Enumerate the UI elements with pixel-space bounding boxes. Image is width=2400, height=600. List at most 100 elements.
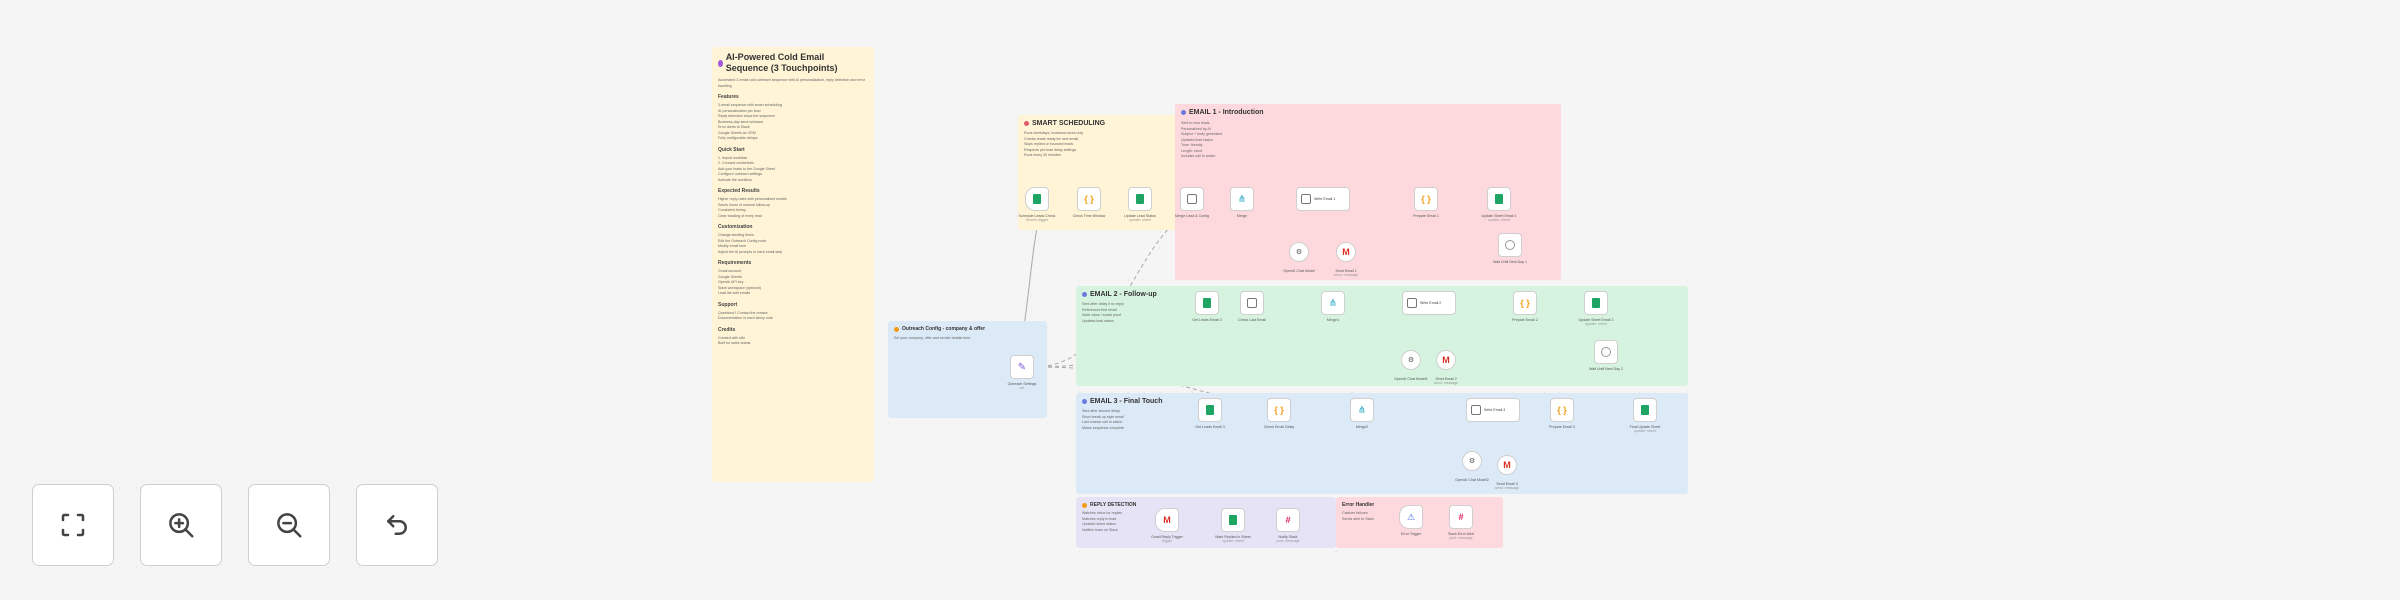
config-title: Outreach Config - company & offer — [902, 326, 986, 332]
sticky-note-reply-detection[interactable]: REPLY DETECTION Watches inbox for replie… — [1076, 497, 1336, 548]
section-line: Gmail account — [718, 269, 741, 273]
email2-title: EMAIL 2 - Follow-up — [1090, 291, 1157, 298]
workflow-node[interactable]: { } Check Email Delay — [1264, 398, 1294, 429]
undo-button[interactable] — [356, 484, 438, 566]
zoom-out-button[interactable] — [248, 484, 330, 566]
node-label: Merge Lead & Config — [1175, 214, 1209, 218]
workflow-node[interactable]: Final Update Sheet update: sheet — [1630, 398, 1660, 433]
section-line: AI personalization per lead — [718, 108, 761, 113]
openai-icon: ⚙ — [1468, 458, 1476, 465]
node-label: Slack Error Alert — [1448, 532, 1474, 536]
workflow-node[interactable]: { } Prepare Email 1 — [1413, 187, 1439, 218]
note-line: Adds value / social proof — [1082, 313, 1122, 317]
workflow-node[interactable]: M Gmail Reply Trigger trigger — [1151, 508, 1183, 543]
section-line: Edit the Outreach Config node — [718, 238, 767, 243]
node-label: Schedule Leads Check — [1018, 214, 1056, 218]
node-label: Check Last Email — [1238, 318, 1266, 322]
workflow-node[interactable]: Wait Until Next Day 1 — [1493, 233, 1527, 264]
node-label: OpenAI Chat Model1 — [1394, 377, 1428, 381]
workflow-node[interactable]: { } Check Time Window — [1073, 187, 1105, 218]
workflow-node[interactable]: ⋔ Merge1 — [1321, 291, 1345, 322]
sticky-note-smart-scheduling[interactable]: SMART SCHEDULING Runs weekdays, business… — [1018, 115, 1178, 230]
pencil-icon — [894, 326, 899, 332]
node-label: Gmail Reply Trigger — [1151, 535, 1183, 539]
workflow-node[interactable]: Write Email 3 — [1466, 398, 1520, 422]
workflow-node[interactable]: M Send Email 1 send: message — [1334, 242, 1358, 277]
workflow-node[interactable]: Update Sheet Email 1 update: sheet — [1482, 187, 1516, 222]
workflow-node[interactable]: { } Prepare Email 3 — [1549, 398, 1575, 429]
workflow-node[interactable]: ⚙ OpenAI Chat Model2 — [1455, 451, 1489, 482]
node-label: Prepare Email 3 — [1549, 425, 1575, 429]
workflow-node[interactable]: Schedule Leads Check Sheets trigger — [1019, 187, 1055, 222]
node-label: Prepare Email 1 — [1413, 214, 1439, 218]
section-line: Created with n8n — [718, 335, 746, 340]
zoom-in-button[interactable] — [140, 484, 222, 566]
workflow-node[interactable]: ⋔ Merge — [1230, 187, 1254, 218]
section-line: Built for sales teams — [718, 341, 751, 345]
workflow-node[interactable]: ✎ Outreach Settings set — [1008, 355, 1036, 390]
workflow-node[interactable]: ⋔ Merge2 — [1350, 398, 1374, 429]
node-label: Get Leads Email 3 — [1195, 425, 1225, 429]
workflow-node[interactable]: Merge Lead & Config — [1175, 187, 1209, 218]
workflow-node[interactable]: ⚙ OpenAI Chat Model — [1283, 242, 1315, 273]
workflow-node[interactable]: M Send Email 3 send: message — [1495, 455, 1519, 490]
node-label: Mark Replied in Sheet — [1215, 535, 1251, 539]
node-label: Final Update Sheet — [1629, 425, 1661, 429]
workflow-node[interactable]: Get Leads Email 3 — [1195, 398, 1225, 429]
note-line: Tone: friendly — [1181, 143, 1203, 147]
workflow-node[interactable]: { } Prepare Email 2 — [1512, 291, 1538, 322]
note-line: Sent to new leads — [1181, 121, 1210, 125]
sticky-note-email-3[interactable]: EMAIL 3 - Final Touch Sent after second … — [1076, 393, 1688, 494]
node-subtitle: update: sheet — [1222, 539, 1244, 543]
ai-agent-icon — [1471, 405, 1481, 415]
node-label: Write Email 2 — [1420, 301, 1442, 305]
code-icon: { } — [1421, 194, 1431, 204]
node-label: Prepare Email 2 — [1512, 318, 1538, 322]
section-line: Clear tracking of every lead — [718, 213, 762, 218]
section-line: Documentation in each sticky note — [718, 316, 773, 320]
note-line: Checks leads ready for next email — [1024, 136, 1079, 141]
node-subtitle: send: message — [1494, 486, 1520, 490]
sticky-note-overview[interactable]: AI-Powered Cold Email Sequence (3 Touchp… — [712, 47, 874, 482]
zoom-in-icon — [169, 513, 194, 538]
ai-agent-icon — [1407, 298, 1417, 308]
email3-title: EMAIL 3 - Final Touch — [1090, 398, 1163, 405]
section-heading: Expected Results — [718, 188, 760, 194]
workflow-node[interactable]: Update Sheet Email 2 update: sheet — [1579, 291, 1613, 326]
fit-view-button[interactable] — [32, 484, 114, 566]
section-line: Saves hours of manual follow-up — [718, 202, 771, 207]
note-line: Runs every 30 minutes — [1024, 153, 1061, 157]
workflow-node[interactable]: # Notify Slack post: message — [1276, 508, 1300, 543]
gmail-icon: M — [1342, 247, 1350, 257]
node-subtitle: update: sheet — [1634, 429, 1656, 433]
workflow-node[interactable]: Write Email 1 — [1296, 187, 1350, 211]
workflow-node[interactable]: Get Leads Email 2 — [1192, 291, 1222, 322]
merge-icon: ⋔ — [1357, 404, 1367, 416]
workflow-node[interactable]: ⚙ OpenAI Chat Model1 — [1394, 350, 1428, 381]
section-line: Reply detection stops the sequence — [718, 114, 775, 118]
section-line: Add your leads to the Google Sheet — [718, 166, 775, 171]
overview-title: AI-Powered Cold Email Sequence (3 Touchp… — [725, 52, 838, 73]
node-subtitle: send: message — [1333, 273, 1359, 277]
node-subtitle: update: sheet — [1488, 218, 1510, 222]
google-sheets-icon — [1229, 515, 1237, 525]
node-label: Update Sheet Email 1 — [1481, 214, 1517, 218]
email-icon — [1181, 110, 1186, 115]
workflow-node[interactable]: Update Lead Status update: sheet — [1124, 187, 1156, 222]
workflow-node[interactable]: Check Last Email — [1238, 291, 1266, 322]
workflow-node[interactable]: ⚠ Error Trigger — [1399, 505, 1423, 536]
section-line: 2. Connect credentials — [718, 161, 754, 165]
workflow-node[interactable]: Write Email 2 — [1402, 291, 1456, 315]
workflow-node[interactable]: # Slack Error Alert post: message — [1448, 505, 1474, 540]
workflow-node[interactable]: M Send Email 2 send: message — [1434, 350, 1458, 385]
ai-agent-icon — [1187, 194, 1197, 204]
note-line: References first email — [1082, 307, 1117, 312]
workflow-node[interactable]: Wait Until Next Day 2 — [1589, 340, 1623, 371]
node-label: Wait Until Next Day 2 — [1588, 367, 1624, 371]
node-label: Check Email Delay — [1263, 425, 1295, 429]
gmail-icon: M — [1442, 355, 1450, 365]
node-label: Update Sheet Email 2 — [1578, 318, 1614, 322]
section-heading: Support — [718, 301, 738, 308]
code-icon: { } — [1557, 405, 1567, 415]
workflow-node[interactable]: Mark Replied in Sheet update: sheet — [1215, 508, 1251, 543]
